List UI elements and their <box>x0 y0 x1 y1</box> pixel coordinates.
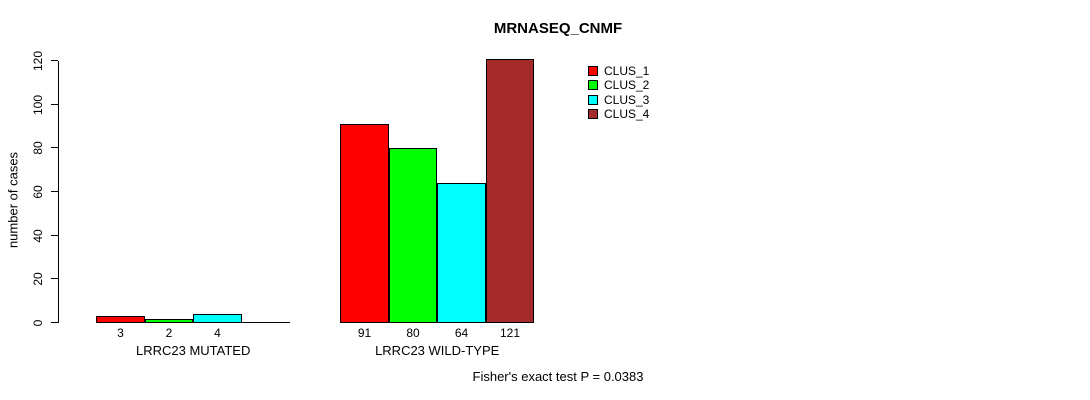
y-tick-label: 120 <box>31 50 45 72</box>
y-tick-mark <box>51 104 58 105</box>
bar-value-label: 2 <box>165 326 173 340</box>
legend-swatch-clus_1 <box>588 66 598 76</box>
y-axis-label: number of cases <box>5 151 21 249</box>
legend-item-clus_3: CLUS_3 <box>588 93 650 107</box>
bar-clus_3-group2 <box>437 183 486 323</box>
bar-value-label: 80 <box>406 326 420 340</box>
legend-label: CLUS_1 <box>604 64 650 78</box>
annotation-text: Fisher's exact test P = 0.0383 <box>472 369 644 384</box>
bar-value-label: 121 <box>499 326 521 340</box>
legend-label: CLUS_2 <box>604 78 650 92</box>
y-tick-mark <box>51 322 58 323</box>
y-tick-label: 20 <box>31 272 45 286</box>
bar-clus_2-group2 <box>389 148 437 323</box>
legend-item-clus_2: CLUS_2 <box>588 78 650 92</box>
bar-clus_1-group1 <box>96 316 145 323</box>
y-tick-mark <box>51 278 58 279</box>
bar-clus_1-group2 <box>340 124 389 323</box>
legend-label: CLUS_4 <box>604 107 650 121</box>
legend-item-clus_1: CLUS_1 <box>588 64 650 78</box>
bar-clus_3-group1 <box>193 314 242 323</box>
y-tick-mark <box>51 147 58 148</box>
legend-swatch-clus_3 <box>588 95 598 105</box>
y-tick-label: 60 <box>31 185 45 199</box>
y-axis-line <box>58 61 59 323</box>
y-tick-label: 40 <box>31 229 45 243</box>
category-label: LRRC23 WILD-TYPE <box>375 343 500 358</box>
y-tick-label: 80 <box>31 141 45 155</box>
bar-clus_2-group1 <box>145 319 193 323</box>
y-tick-mark <box>51 60 58 61</box>
legend-label: CLUS_3 <box>604 93 650 107</box>
y-tick-label: 0 <box>31 319 45 327</box>
bar-value-label: 4 <box>214 326 221 340</box>
legend-item-clus_4: CLUS_4 <box>588 107 650 121</box>
bar-value-label: 64 <box>454 326 469 340</box>
y-tick-label: 100 <box>31 94 45 116</box>
legend-swatch-clus_4 <box>588 109 598 119</box>
legend-swatch-clus_2 <box>588 80 598 90</box>
chart-title: MRNASEQ_CNMF <box>493 20 623 37</box>
bar-value-label: 91 <box>357 326 372 340</box>
y-tick-mark <box>51 191 58 192</box>
bar-value-label: 3 <box>117 326 124 340</box>
y-tick-mark <box>51 235 58 236</box>
category-label: LRRC23 MUTATED <box>136 343 251 358</box>
bar-clus_4-group2 <box>486 59 534 323</box>
